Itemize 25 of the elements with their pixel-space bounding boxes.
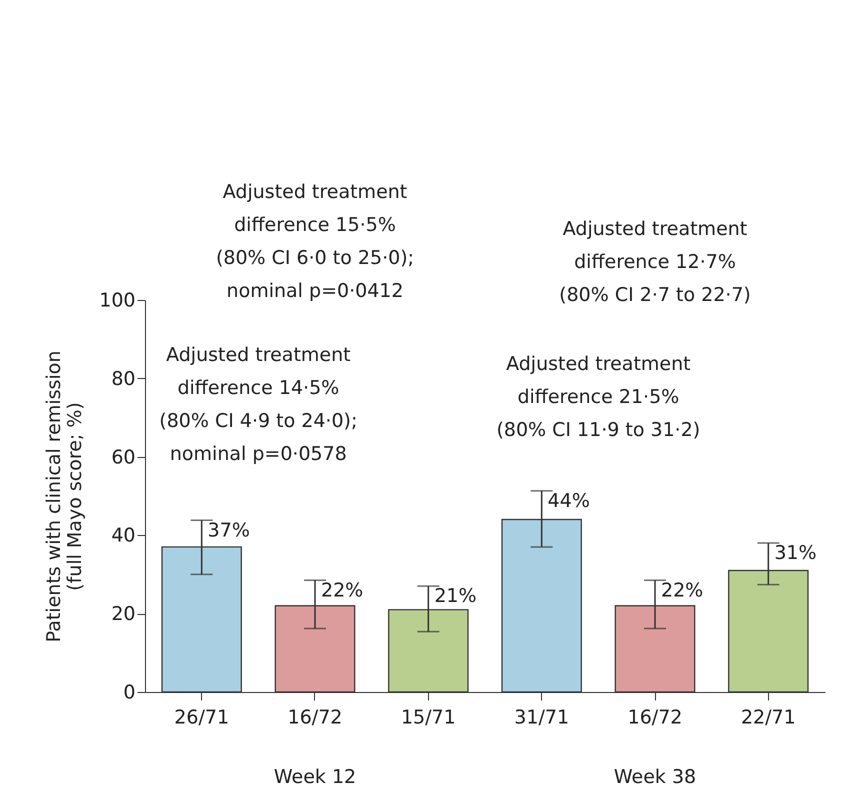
x-tick-label: 22/71 bbox=[740, 706, 796, 728]
x-tick-label: 16/72 bbox=[628, 706, 682, 728]
y-tick-label: 0 bbox=[123, 682, 136, 704]
x-tick-label: 26/71 bbox=[174, 706, 230, 728]
annotation: Adjusted treatment difference 12·7% (80% CI 2·7 to 22·7) bbox=[559, 218, 751, 306]
y-tick-label: 40 bbox=[111, 524, 136, 547]
data-label: 31% bbox=[774, 542, 817, 564]
data-label: 22% bbox=[661, 579, 704, 602]
annotation: Adjusted treatment difference 15·5% (80% CI 6·0 to 25·0); nominal p=0·0412 bbox=[216, 181, 414, 302]
data-label: 44% bbox=[548, 490, 590, 512]
y-tick-label: 80 bbox=[111, 368, 136, 390]
annotation: Adjusted treatment difference 14·5% (80% CI 4·9 to 24·0); nominal p=0·0578 bbox=[159, 344, 358, 465]
y-axis-title: Patients with clinical remission (full Mayo score; %) bbox=[43, 350, 86, 642]
x-tick-label: 15/71 bbox=[400, 706, 456, 728]
y-tick-label: 100 bbox=[99, 290, 136, 312]
y-tick-label: 60 bbox=[111, 446, 136, 468]
text: Week 12 bbox=[274, 766, 356, 788]
x-tick-label: 16/72 bbox=[288, 706, 342, 728]
text: Week 38 bbox=[614, 766, 696, 788]
x-tick-label: 31/71 bbox=[514, 706, 570, 728]
data-label: 22% bbox=[321, 579, 364, 602]
data-label: 37% bbox=[208, 519, 250, 542]
data-label: 21% bbox=[434, 585, 477, 608]
y-tick-label: 20 bbox=[111, 603, 136, 626]
annotation: Adjusted treatment difference 21·5% (80% CI 11·9 to 31·2) bbox=[496, 353, 700, 441]
